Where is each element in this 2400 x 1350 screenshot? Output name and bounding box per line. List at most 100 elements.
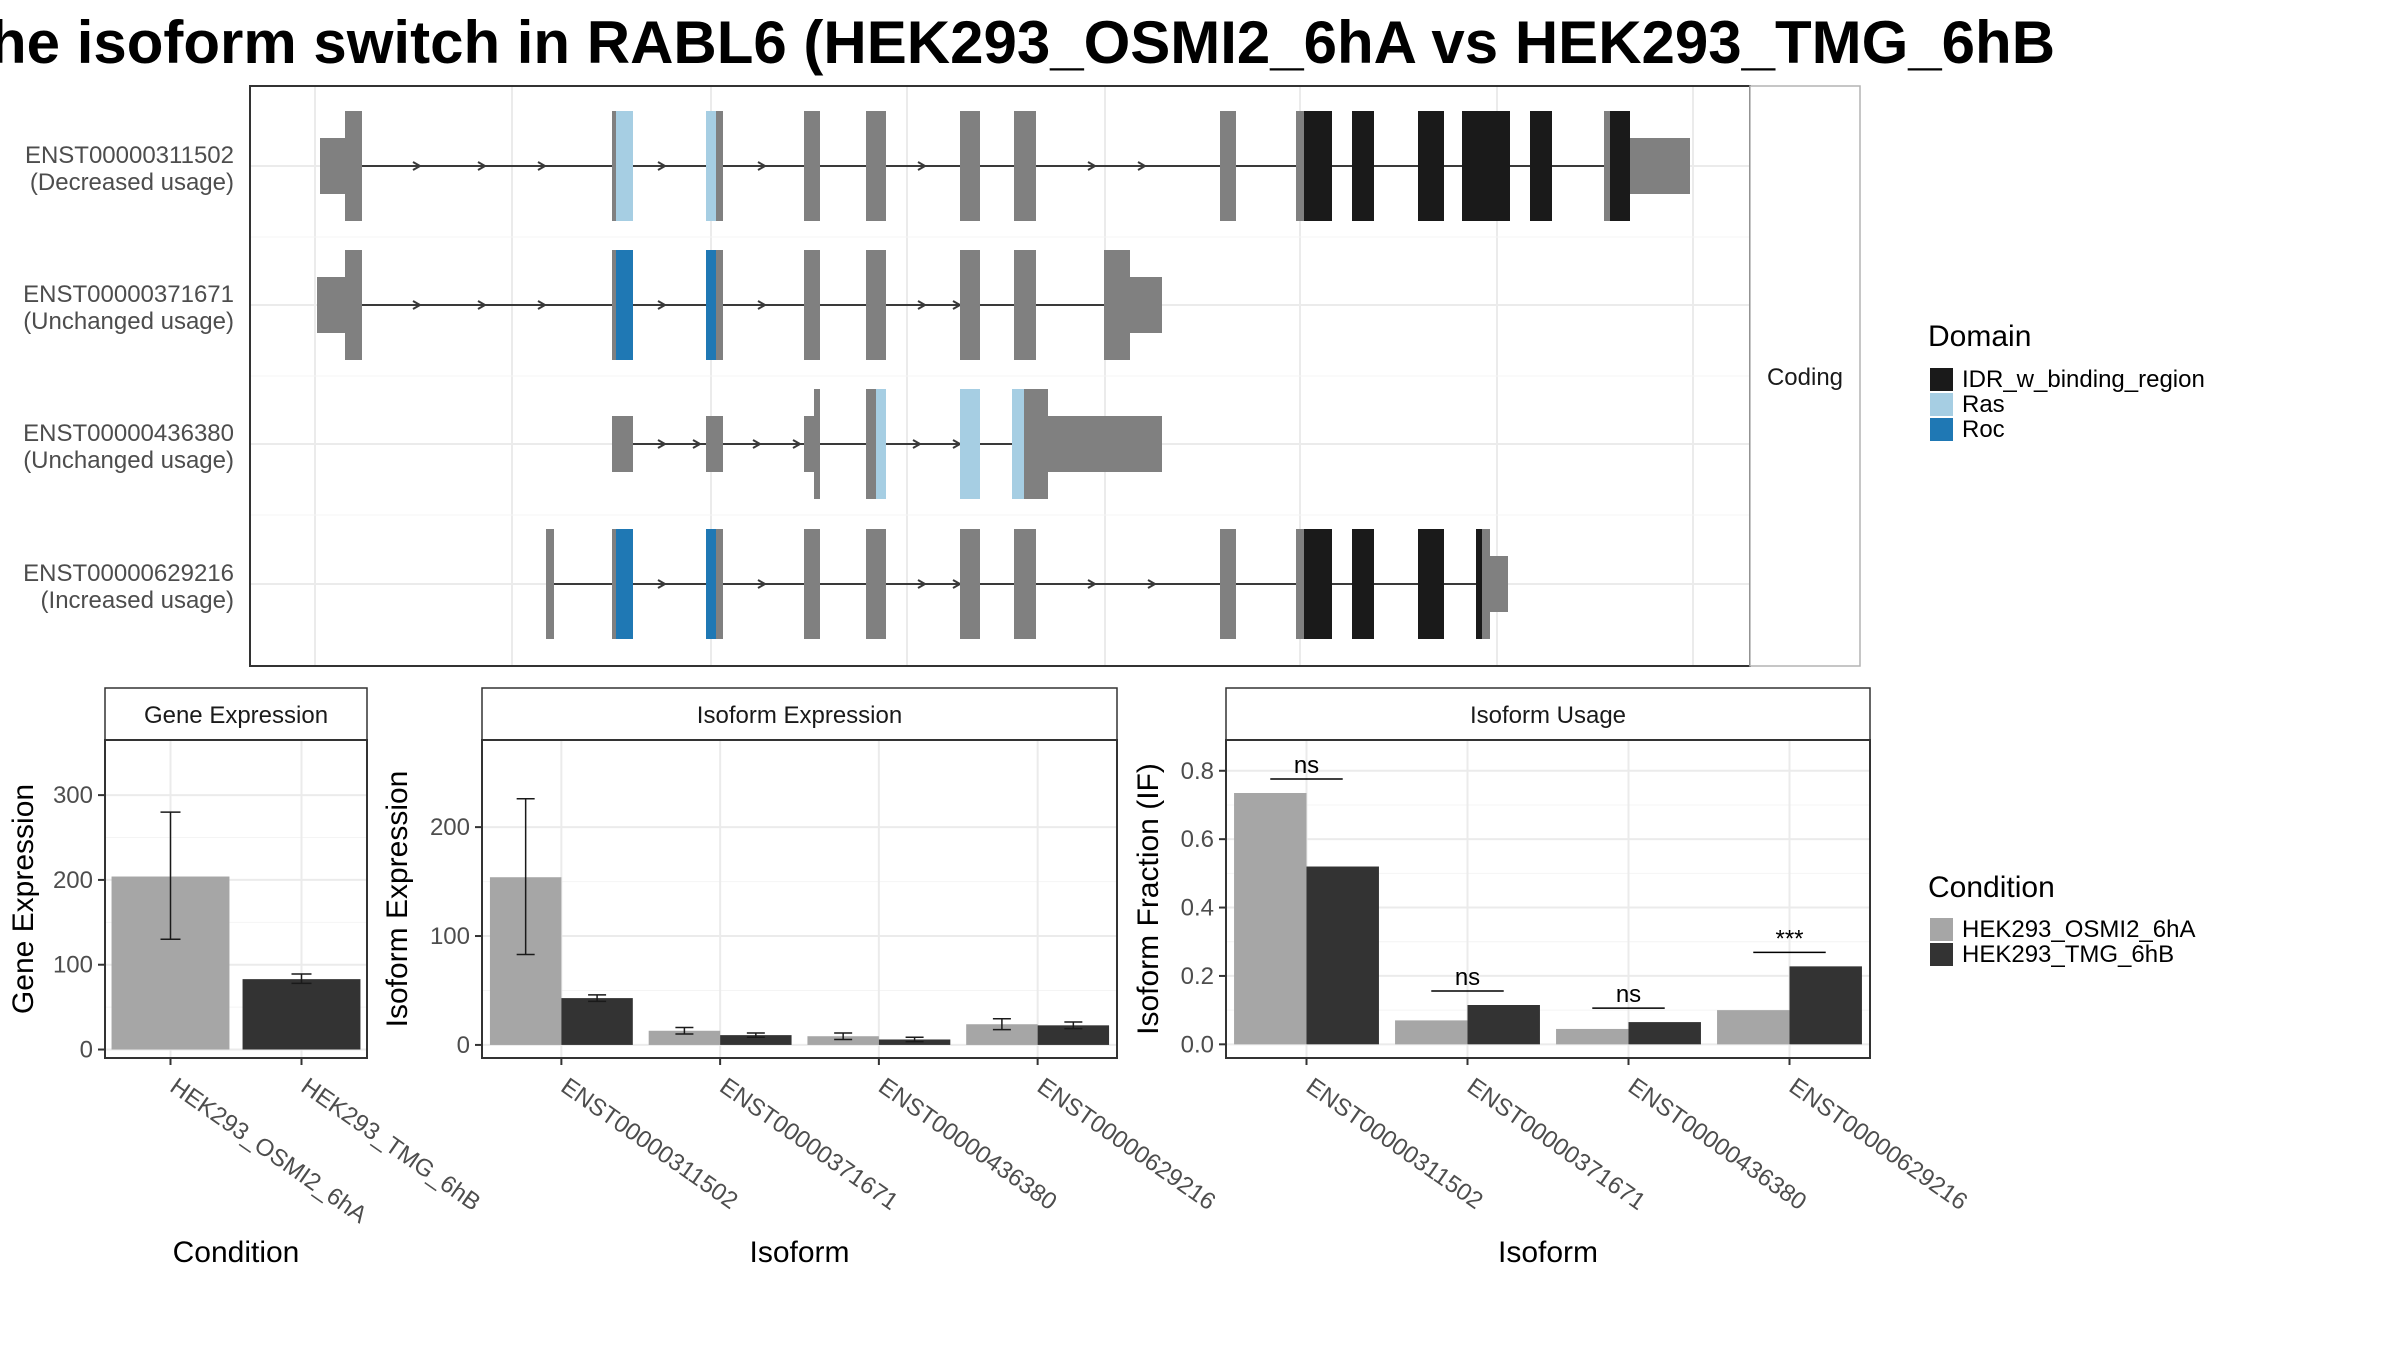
exon-coding (866, 111, 886, 221)
panel-title: Gene Expression (144, 702, 328, 729)
exon-utr (1630, 138, 1690, 194)
exon-utr (1048, 416, 1162, 472)
x-tick-label: ENST00000371671 (1462, 1073, 1650, 1216)
panel-title: Isoform Expression (697, 702, 902, 729)
panel-strip (104, 687, 368, 741)
intron-arrow-icon (917, 300, 928, 310)
domain-legend-swatch (1930, 393, 1953, 416)
intron-arrow-icon (477, 161, 488, 171)
domain-idr-segment (1462, 111, 1510, 221)
panel-strip (481, 687, 1118, 741)
y-tick-label: 300 (53, 782, 93, 809)
isoform-row-label: ENST00000629216 (23, 560, 234, 587)
exon-coding (814, 389, 820, 499)
intron-arrow-icon (1147, 579, 1158, 589)
y-tick-label: 200 (53, 867, 93, 894)
intron-arrow-icon (1087, 579, 1098, 589)
y-tick-label: 0.0 (1181, 1031, 1214, 1058)
intron-arrow-icon (752, 439, 763, 449)
exon-coding (345, 250, 362, 360)
domain-idr-segment (1352, 111, 1374, 221)
panel-border (1225, 739, 1871, 1059)
domain-roc-segment (616, 250, 633, 360)
domain-idr-segment (1304, 529, 1332, 639)
exon-coding (1014, 250, 1036, 360)
domain-idr-segment (1530, 111, 1552, 221)
bar (966, 1024, 1038, 1045)
domain-ras-segment (706, 111, 716, 221)
exon-coding (804, 250, 820, 360)
isoform-usage-label: (Unchanged usage) (23, 308, 234, 335)
exon-coding (866, 389, 876, 499)
domain-idr-segment (1418, 111, 1444, 221)
intron-arrow-icon (917, 579, 928, 589)
panel-strip (1225, 687, 1871, 741)
facet-label: Coding (1767, 364, 1843, 391)
condition-legend-title: Condition (1928, 871, 2055, 904)
exon-coding (612, 111, 616, 221)
exon-utr (1130, 277, 1162, 333)
y-tick-label: 0.8 (1181, 758, 1214, 785)
intron-arrow-icon (792, 439, 803, 449)
x-tick-label: ENST00000629216 (1784, 1073, 1972, 1216)
condition-legend-label: HEK293_TMG_6hB (1962, 941, 2174, 968)
intron-arrow-icon (657, 439, 668, 449)
domain-legend-label: IDR_w_binding_region (1962, 366, 2205, 393)
bar (1789, 966, 1862, 1045)
condition-legend-swatch (1930, 918, 1953, 941)
intron-arrow-icon (692, 439, 703, 449)
panel-border (481, 739, 1118, 1059)
isoform-usage-label: (Increased usage) (41, 587, 234, 614)
y-tick-label: 100 (430, 923, 470, 950)
panel-border (104, 739, 368, 1059)
intron-arrow-icon (537, 300, 548, 310)
bar (1306, 866, 1379, 1045)
bar (561, 998, 633, 1045)
y-axis-title: Isoform Fraction (IF) (1132, 763, 1165, 1035)
exon-utr (317, 277, 345, 333)
domain-idr-segment (1610, 111, 1630, 221)
bar (1037, 1025, 1110, 1045)
exon-coding (866, 250, 886, 360)
intron-arrow-icon (412, 300, 423, 310)
isoform-usage-label: (Unchanged usage) (23, 447, 234, 474)
intron-arrow-icon (657, 161, 668, 171)
intron-arrow-icon (657, 300, 668, 310)
exon-coding (345, 111, 362, 221)
exon-coding (1014, 529, 1036, 639)
bar (648, 1030, 721, 1045)
exon-coding (716, 529, 723, 639)
bar (1717, 1010, 1790, 1045)
bar (1234, 793, 1307, 1045)
domain-legend-title: Domain (1928, 320, 2031, 353)
y-tick-label: 0.2 (1181, 963, 1214, 990)
y-axis-title: Gene Expression (7, 784, 40, 1014)
y-tick-label: 0 (457, 1032, 470, 1059)
domain-ras-segment (876, 389, 886, 499)
intron-arrow-icon (537, 161, 548, 171)
exon-utr (320, 138, 345, 194)
exon-utr (1490, 556, 1508, 612)
intron-arrow-icon (657, 579, 668, 589)
y-axis-title: Isoform Expression (381, 771, 414, 1028)
isoform-usage-label: (Decreased usage) (30, 169, 234, 196)
y-tick-label: 0.4 (1181, 895, 1214, 922)
intron-arrow-icon (912, 439, 923, 449)
exon-coding (546, 529, 554, 639)
intron-arrow-icon (1137, 161, 1148, 171)
exon-utr (804, 416, 816, 472)
intron-arrow-icon (917, 161, 928, 171)
domain-idr-segment (1476, 529, 1482, 639)
domain-legend-label: Roc (1962, 416, 2005, 443)
domain-roc-segment (706, 529, 716, 639)
condition-legend-label: HEK293_OSMI2_6hA (1962, 916, 2195, 943)
bar (1467, 1005, 1540, 1045)
exon-coding (716, 111, 723, 221)
exon-coding (1024, 389, 1048, 499)
bar (1556, 1028, 1629, 1045)
exon-coding (1604, 111, 1610, 221)
intron-arrow-icon (757, 300, 768, 310)
exon-coding (960, 250, 980, 360)
isoform-row-label: ENST00000436380 (23, 420, 234, 447)
exon-coding (960, 111, 980, 221)
